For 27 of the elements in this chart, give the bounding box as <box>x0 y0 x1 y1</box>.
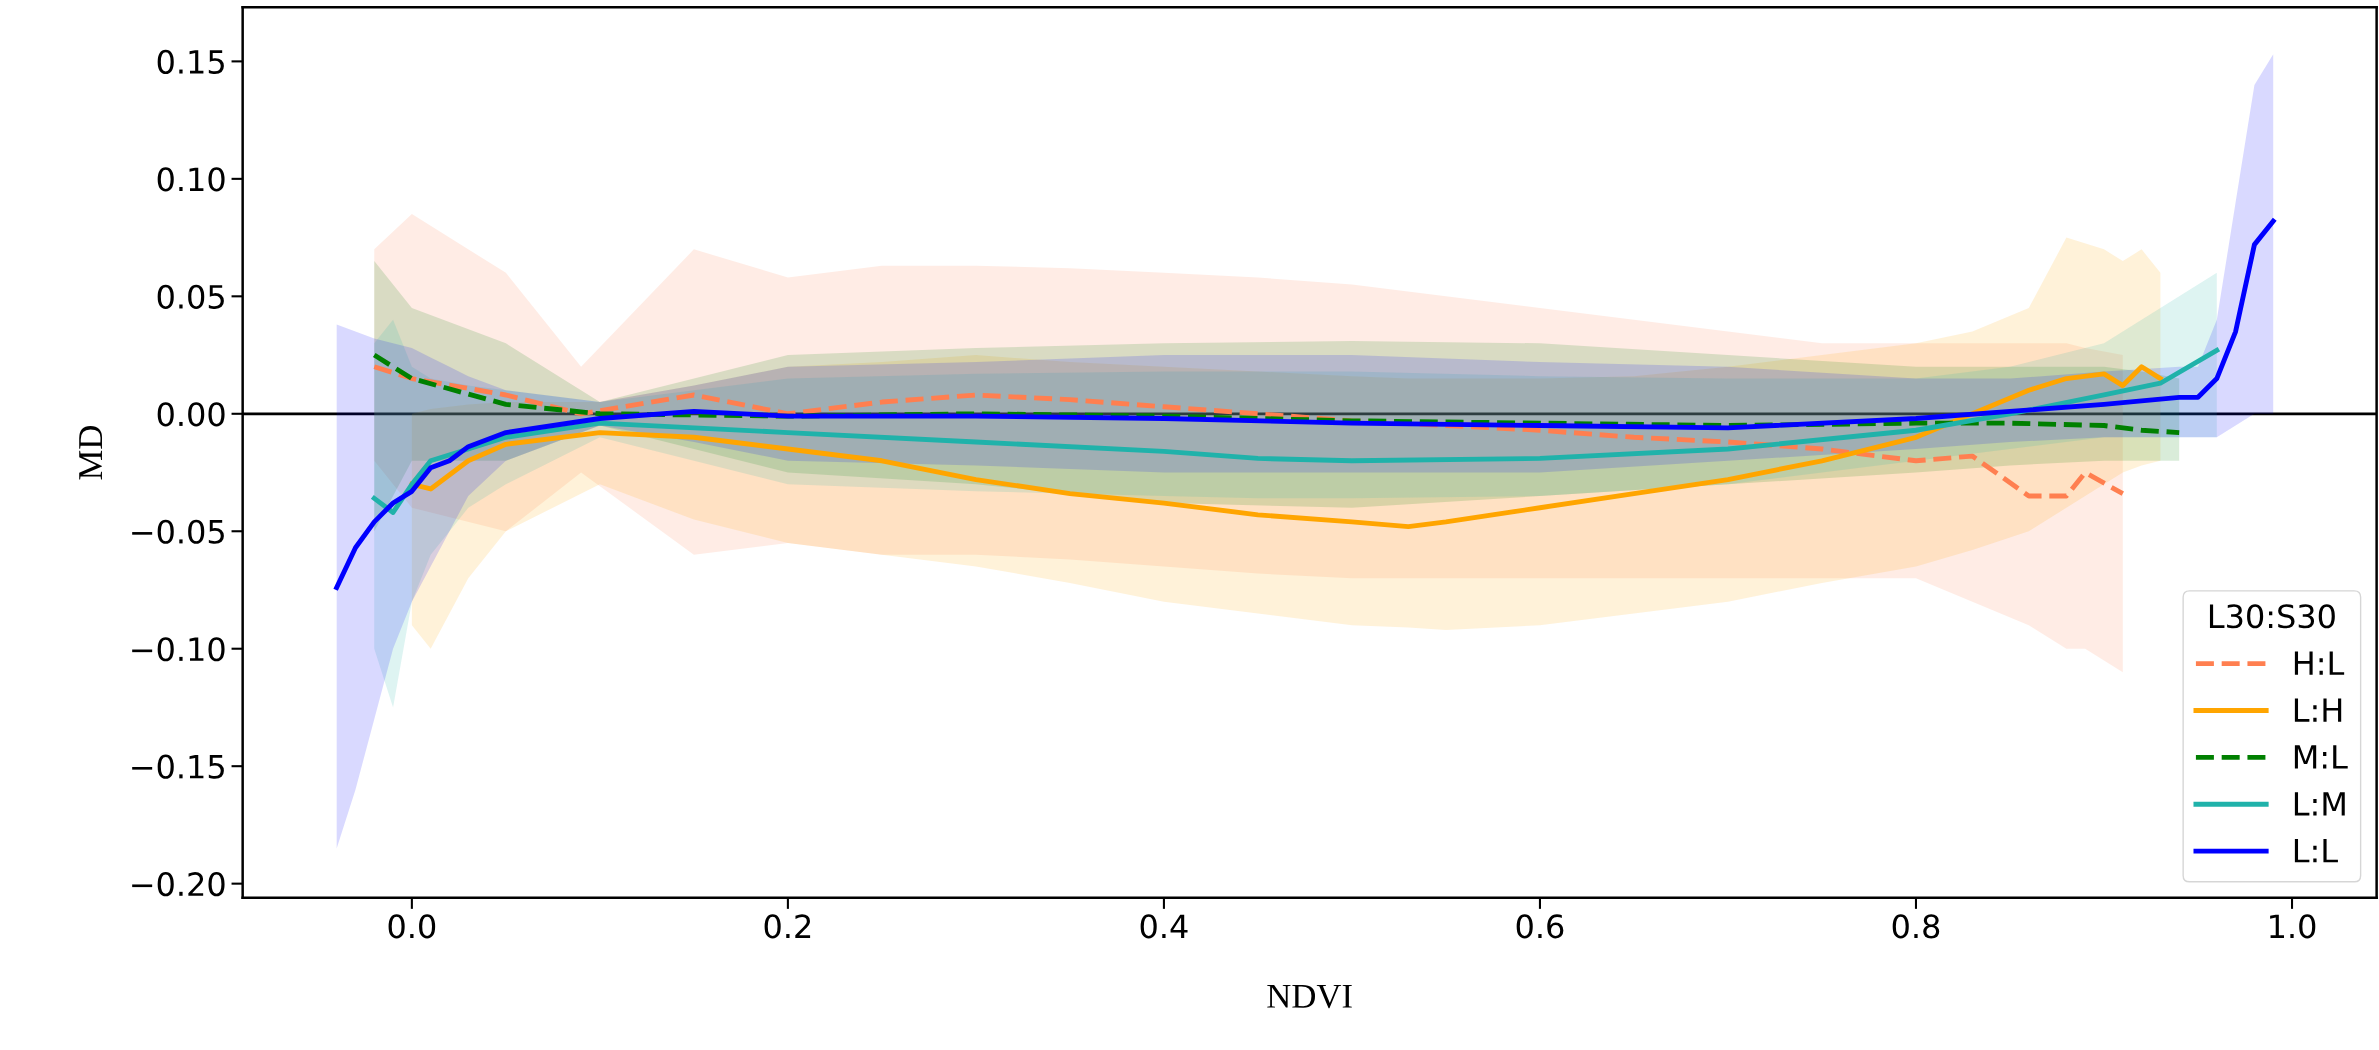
legend-label: M:L <box>2294 745 2348 769</box>
y-tick-label: 0.00 <box>157 402 225 427</box>
line-series <box>334 218 2276 591</box>
legend-title: L30:S30 <box>2209 604 2335 629</box>
line-series <box>371 347 2220 515</box>
line-series <box>371 364 2126 499</box>
y-tick-label: −0.10 <box>132 637 225 662</box>
line-series <box>371 352 2182 436</box>
x-tick-label: 0.0 <box>388 914 436 939</box>
legend-label: L:M <box>2294 792 2345 816</box>
y-axis-title: MD <box>79 425 103 480</box>
x-tick-label: 0.2 <box>764 914 811 939</box>
x-tick-label: 0.8 <box>1892 914 1940 939</box>
legend-label: L:L <box>2294 839 2338 863</box>
x-tick-label: 0.6 <box>1516 914 1564 939</box>
x-axis-title: NDVI <box>1267 984 1352 1009</box>
y-tick-label: −0.15 <box>132 754 224 779</box>
legend-label: L:H <box>2294 698 2342 722</box>
y-tick-label: 0.15 <box>157 49 224 74</box>
legend-label: H:L <box>2294 651 2345 675</box>
y-tick-label: −0.20 <box>132 872 225 897</box>
y-tick-label: −0.05 <box>132 519 224 544</box>
x-tick-label: 0.4 <box>1140 914 1188 939</box>
x-tick-label: 1.0 <box>2270 914 2316 939</box>
y-tick-label: 0.10 <box>157 167 225 192</box>
line-series <box>409 364 2163 529</box>
y-tick-label: 0.05 <box>157 284 224 309</box>
